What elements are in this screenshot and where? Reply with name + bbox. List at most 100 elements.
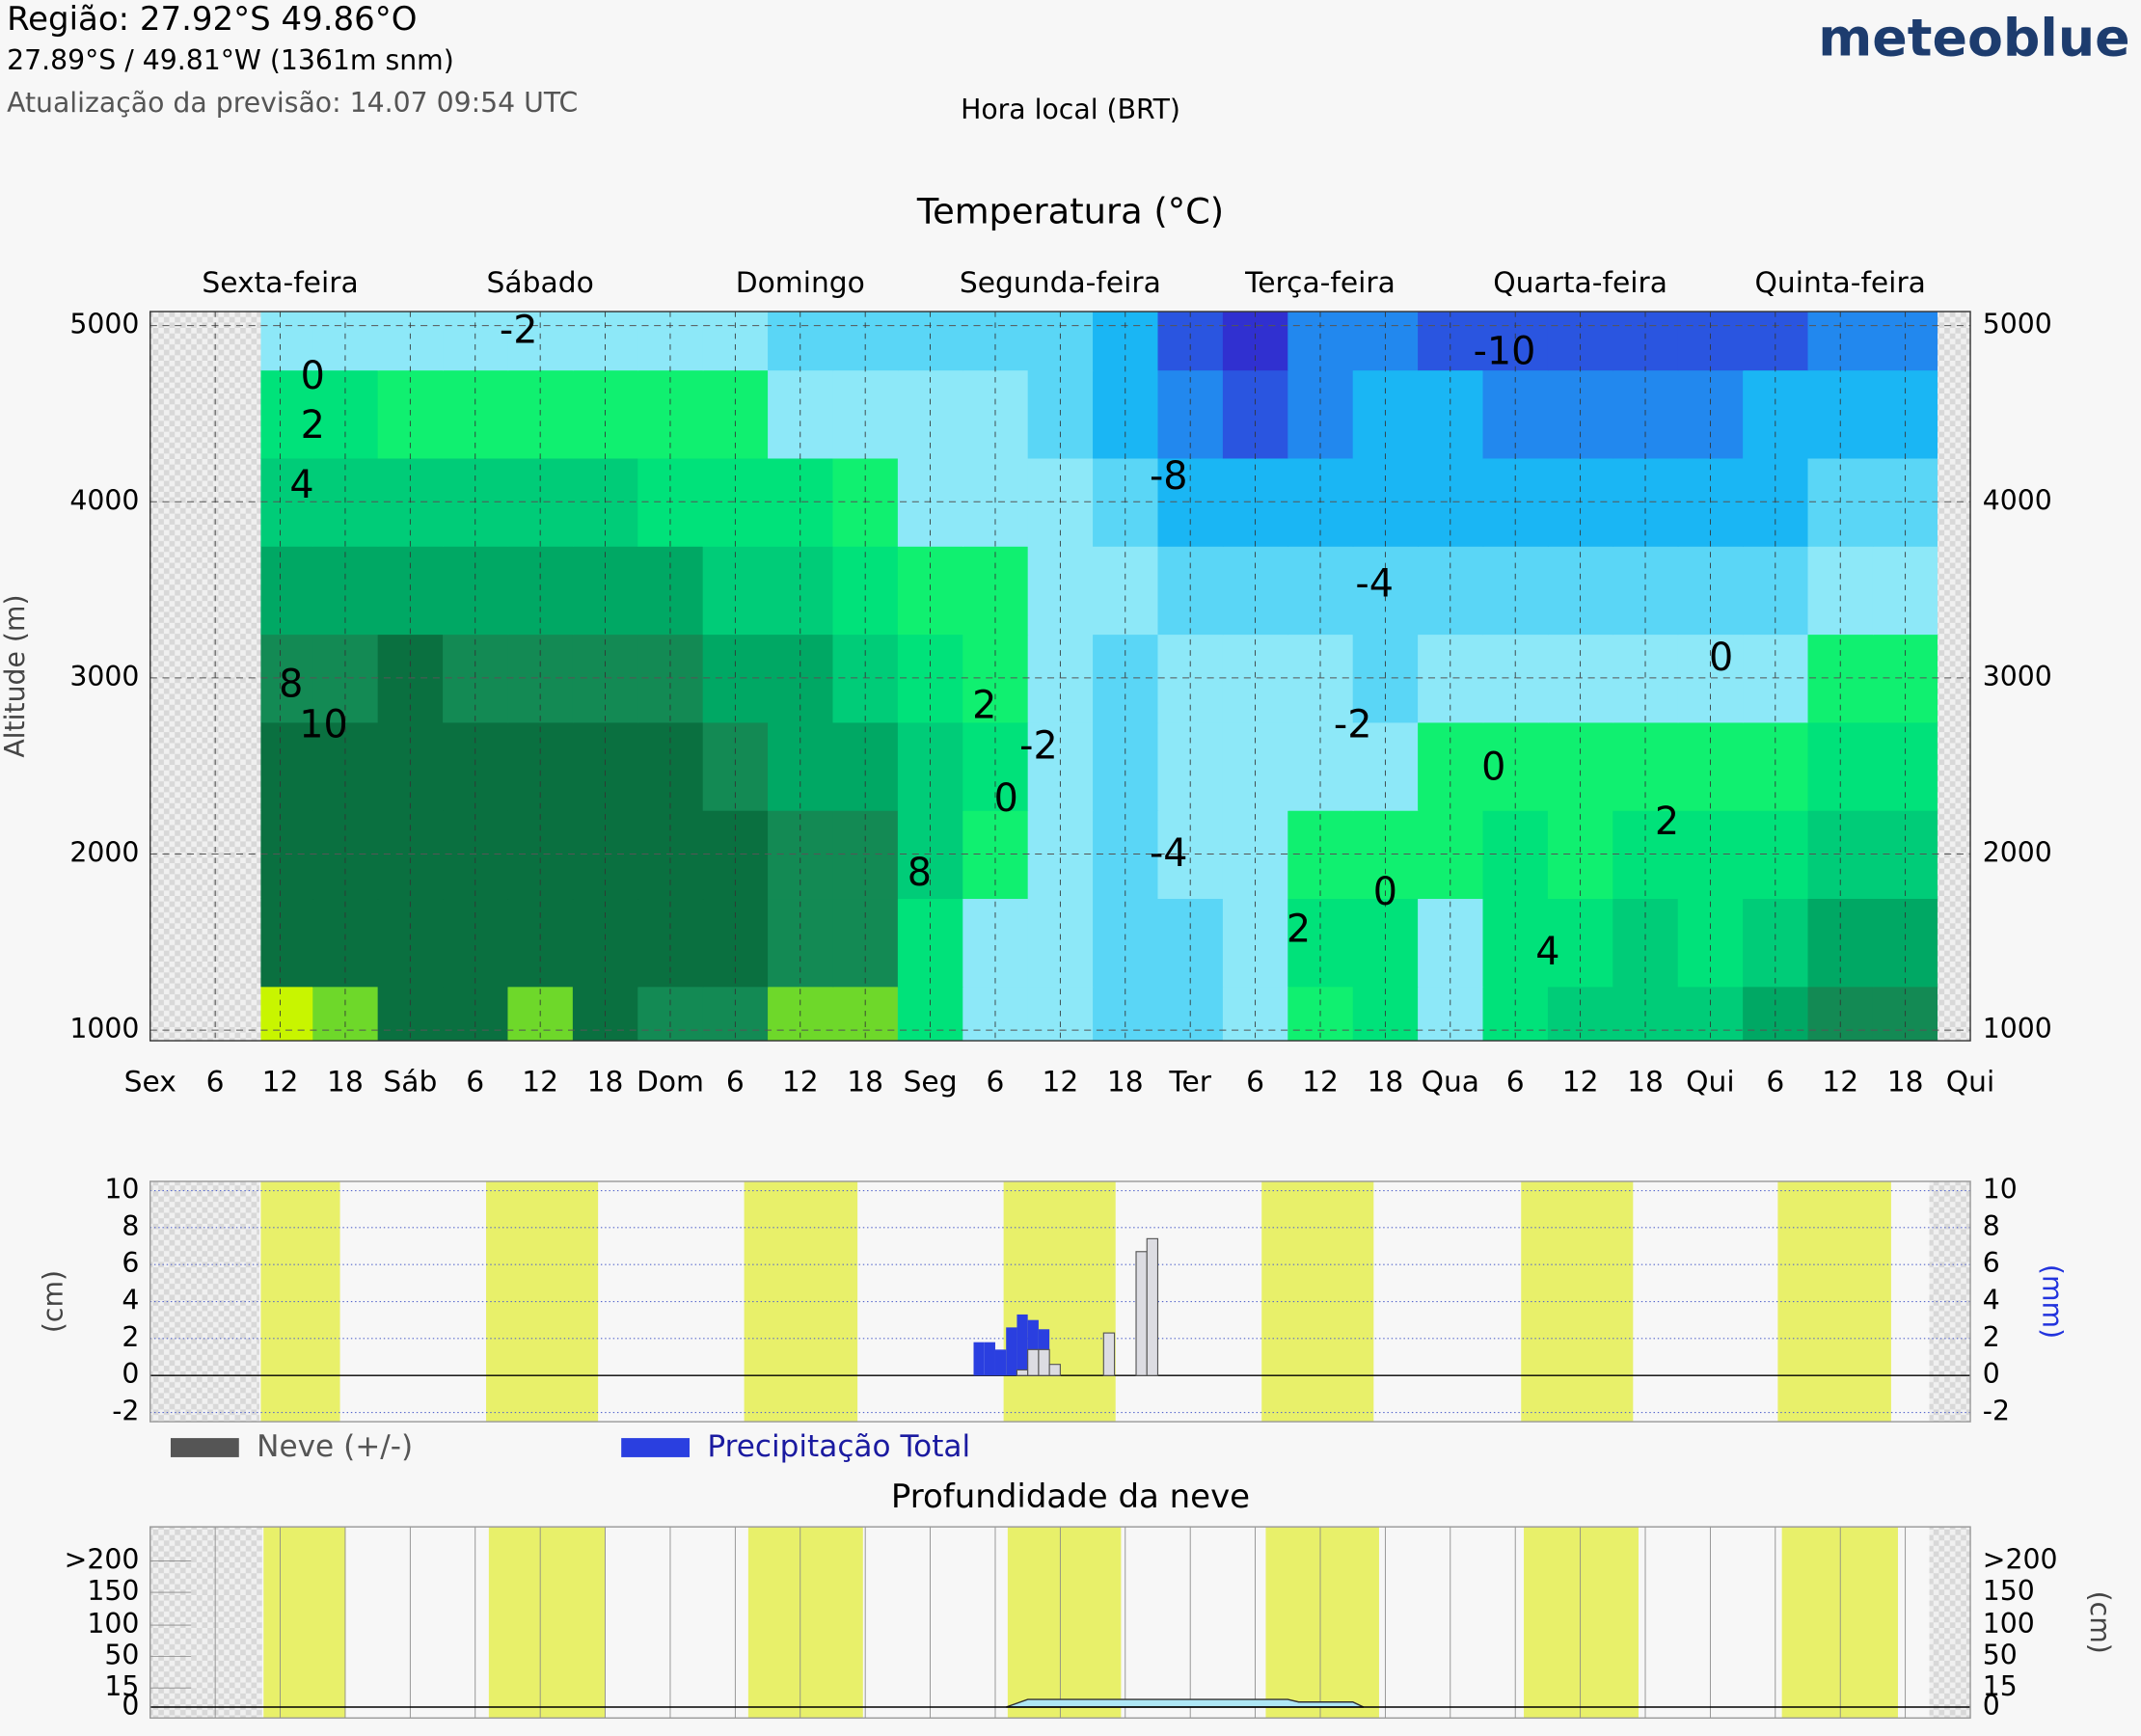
y-tick-label: 0 [122,1690,139,1722]
temperature-cell [1093,721,1159,811]
y2-tick-label: 5000 [1983,309,2052,340]
temperature-cell [1027,369,1094,459]
contour-label: 8 [908,851,932,895]
temperature-cell [1807,545,1874,636]
temperature-cell [572,986,639,1042]
plot-frame [149,1526,1971,1720]
x-tick-label: 18 [847,1065,883,1099]
temperature-cell [1157,898,1224,988]
y-axis-label: Altitude (m) [0,594,31,757]
temperature-cell [443,312,509,371]
bar [994,1349,1007,1376]
temperature-cell [443,369,509,459]
temperature-cell [443,898,509,988]
y2-tick-label: 10 [1983,1174,2018,1206]
y2-tick-label: 150 [1983,1575,2035,1607]
temperature-cell [1613,369,1679,459]
temperature-cell [312,721,379,811]
daylight-band [1265,1527,1379,1719]
temperature-cell [1482,898,1549,988]
temperature-cell [768,721,834,811]
contour-label: -2 [500,308,538,352]
temperature-cell [768,312,834,371]
bar [1048,1364,1061,1376]
temperature-cell [768,369,834,459]
bar [1016,1369,1029,1376]
temperature-cell [1027,898,1094,988]
temperature-cell [1418,809,1484,900]
x-tick-label: 12 [1042,1065,1078,1099]
contour-label: 2 [1655,800,1679,844]
temperature-cell [1613,986,1679,1042]
contour-label: 8 [279,663,303,707]
temperature-cell [1482,369,1549,459]
temperature-cell [507,809,574,900]
temperature-cell [962,986,1029,1042]
day-label: Quinta-feira [1755,266,1926,300]
y-tick-label: 50 [104,1640,139,1671]
temperature-cell [443,986,509,1042]
contour-label: 2 [301,403,325,448]
temperature-cell [1027,312,1094,371]
temperature-cell [312,898,379,988]
x-tick-label: Ter [1168,1065,1211,1099]
x-tick-label: 12 [782,1065,819,1099]
x-tick-label: 6 [1246,1065,1264,1099]
temperature-cell [377,898,444,988]
time-zone: Hora local (BRT) [961,94,1180,125]
legend-label: Neve (+/-) [257,1429,413,1464]
contour-label: 2 [1287,907,1311,951]
x-tick-label: Seg [904,1065,958,1099]
x-tick-label: Qui [1946,1065,1994,1099]
logo: meteoblue [1818,7,2129,68]
bar [1135,1251,1148,1376]
y2-tick-label: 4000 [1983,484,2052,516]
temperature-cell [572,721,639,811]
temperature-cell [1418,721,1484,811]
y-tick-label: 8 [122,1210,139,1242]
y-tick-label: >200 [65,1544,140,1576]
temperature-cell [260,986,314,1042]
x-tick-label: 6 [1506,1065,1525,1099]
temperature-cell [768,986,834,1042]
y-axis-label: (cm) [38,1270,69,1333]
temperature-cell [1093,369,1159,459]
temperature-cell [260,312,314,371]
x-tick-label: Qui [1686,1065,1734,1099]
temperature-cell [1872,457,1938,547]
temperature-cell [1418,369,1484,459]
y-tick-label: 150 [87,1575,139,1607]
temperature-cell [443,545,509,636]
daylight-band [1261,1180,1374,1423]
temperature-cell [1418,634,1484,723]
x-tick-label: 12 [262,1065,299,1099]
x-tick-label: 6 [1766,1065,1784,1099]
no-data-area [1929,1527,1971,1719]
temperature-cell [1872,369,1938,459]
temperature-cell [1482,545,1549,636]
temperature-cell [1872,545,1938,636]
temperature-cell [1613,312,1679,371]
temperature-cell [1743,898,1809,988]
y2-tick-label: -2 [1983,1396,2010,1427]
no-data-area [1938,312,1971,1042]
temperature-cell [1872,986,1938,1042]
daylight-band [747,1527,863,1719]
contour-label: -8 [1150,454,1188,499]
contour-label: 10 [299,703,347,747]
temperature-cell [507,545,574,636]
temperature-cell [768,545,834,636]
temperature-cell [1677,986,1744,1042]
contour-label: 4 [1535,930,1559,974]
contour-label: 0 [1709,636,1733,680]
contour-label: -2 [1334,703,1372,747]
y-tick-label: 4 [122,1285,139,1316]
y-tick-label: 4000 [69,484,139,516]
y2-tick-label: 8 [1983,1210,2000,1242]
day-label: Domingo [736,266,865,300]
temperature-cell [1093,312,1159,371]
temperature-cell [572,369,639,459]
temperature-cell [1418,545,1484,636]
